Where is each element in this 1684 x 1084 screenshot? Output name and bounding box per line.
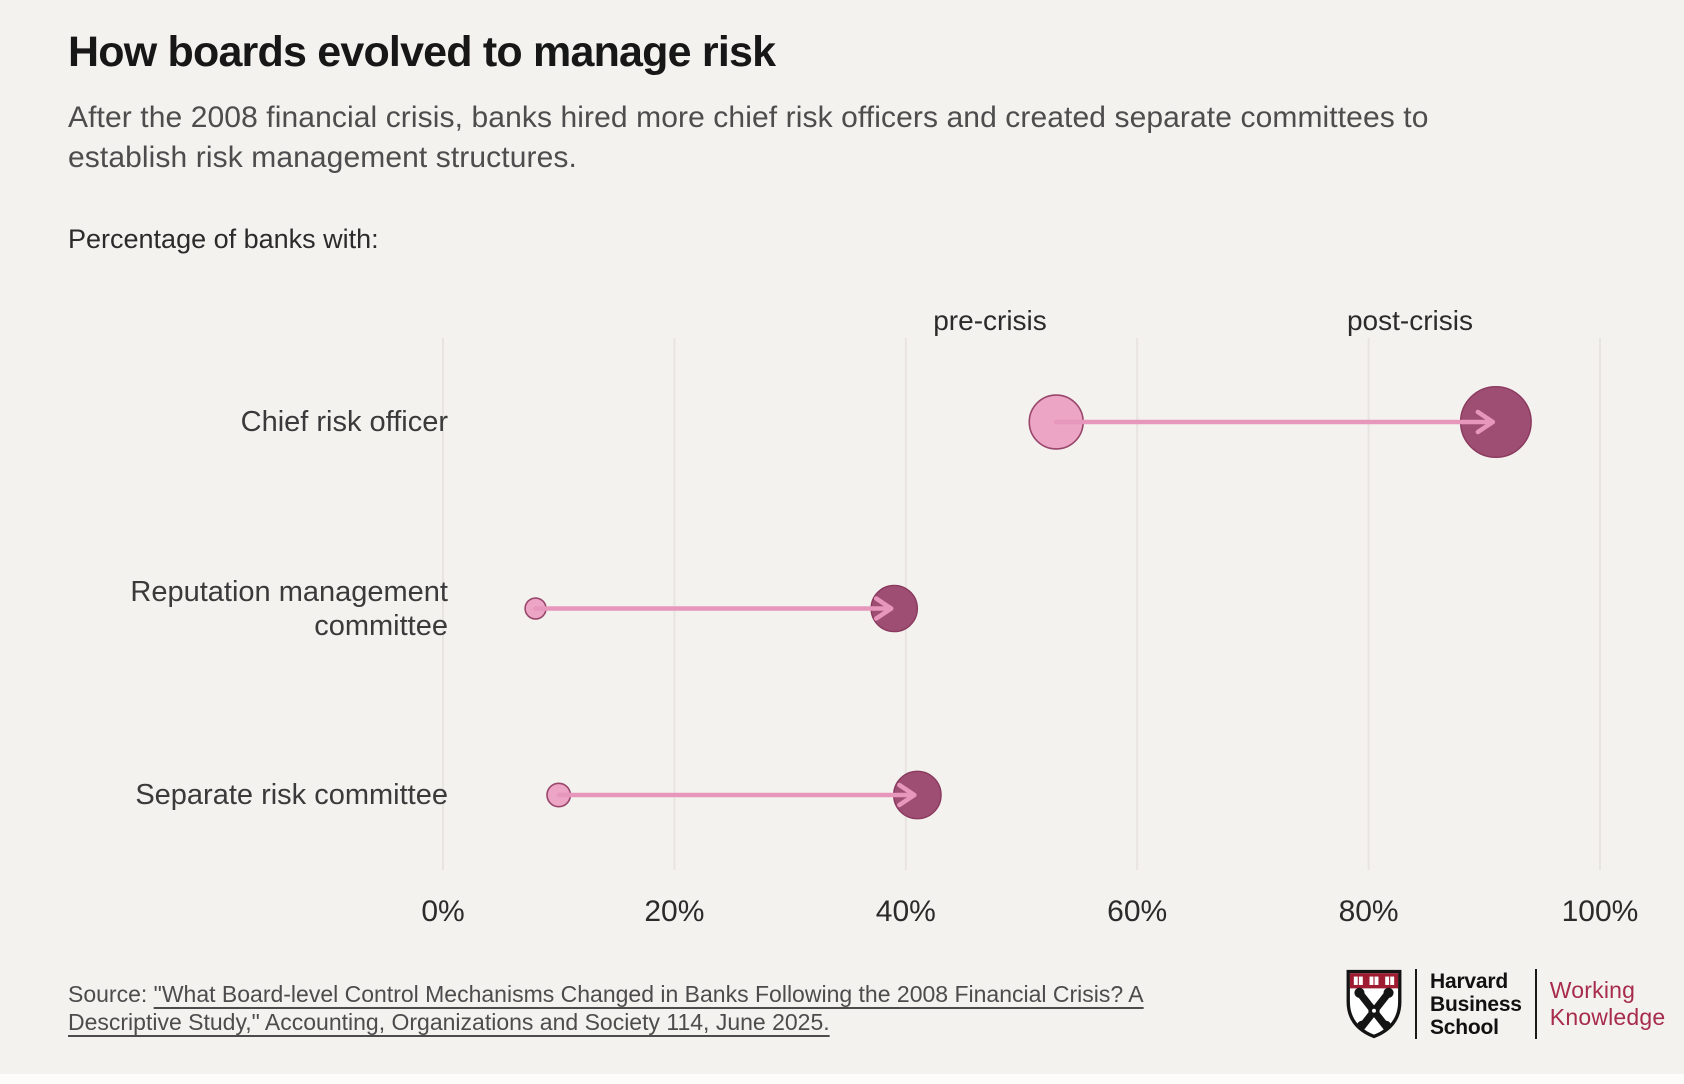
x-tick-label: 20% <box>644 895 704 928</box>
arrowhead-icon <box>873 596 894 621</box>
category-label: Separate risk committee <box>135 779 448 811</box>
legend-pre-crisis: pre-crisis <box>933 305 1047 336</box>
page-bottom-strip <box>0 1074 1684 1084</box>
x-tick-label: 60% <box>1107 895 1167 928</box>
x-tick-label: 40% <box>876 895 936 928</box>
hbs-wordmark: Harvard Business School <box>1430 969 1522 1039</box>
x-tick-label: 100% <box>1562 895 1639 928</box>
axis-title: Percentage of banks with: <box>68 224 379 254</box>
source-note: Source: "What Board-level Control Mechan… <box>68 980 1163 1036</box>
arrowhead-icon <box>1475 409 1496 435</box>
publisher-logo: Harvard Business School Working Knowledg… <box>1346 962 1665 1046</box>
arrowhead-icon <box>897 782 917 808</box>
chart-subtitle: After the 2008 financial crisis, banks h… <box>68 101 1429 174</box>
logo-divider <box>1415 969 1417 1039</box>
category-label: Reputation management committee <box>130 575 448 642</box>
logo-divider <box>1534 969 1537 1039</box>
source-prefix: Source: <box>68 981 154 1007</box>
page-title: How boards evolved to manage risk <box>68 28 776 76</box>
hbs-shield-icon <box>1346 969 1402 1039</box>
x-tick-label: 0% <box>421 895 464 928</box>
legend-post-crisis: post-crisis <box>1346 305 1473 336</box>
category-label: Chief risk officer <box>240 406 448 438</box>
source-link[interactable]: "What Board-level Control Mechanisms Cha… <box>68 981 1144 1035</box>
x-tick-label: 80% <box>1339 895 1399 928</box>
working-knowledge-wordmark: Working Knowledge <box>1549 977 1666 1030</box>
